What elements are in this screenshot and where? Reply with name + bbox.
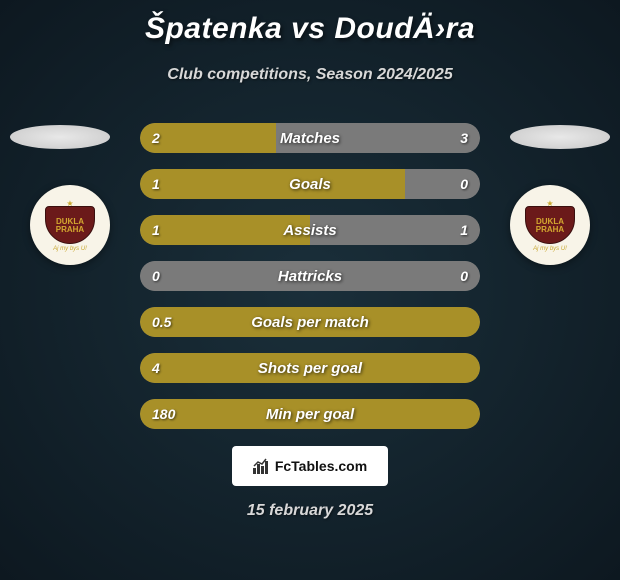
watermark-text: FcTables.com	[275, 458, 367, 474]
stat-row: 4 Shots per goal	[140, 353, 480, 383]
stat-row: 1 0 Goals	[140, 169, 480, 199]
stat-value-left: 2	[152, 130, 160, 146]
stat-value-left: 4	[152, 360, 160, 376]
stat-row: 0 0 Hattricks	[140, 261, 480, 291]
stat-label: Assists	[283, 222, 336, 239]
club-motto: Aj my bys U!	[533, 246, 567, 252]
stat-label: Hattricks	[278, 268, 342, 285]
stat-label: Matches	[280, 130, 340, 147]
stat-row: 2 3 Matches	[140, 123, 480, 153]
stat-value-left: 1	[152, 176, 160, 192]
stat-value-left: 1	[152, 222, 160, 238]
stat-value-right: 0	[460, 176, 468, 192]
stat-value-right: 3	[460, 130, 468, 146]
stat-bar-left	[140, 169, 405, 199]
stat-value-left: 0	[152, 268, 160, 284]
stat-value-right: 1	[460, 222, 468, 238]
comparison-date: 15 february 2025	[247, 502, 373, 520]
club-badge-right: ★ DUKLA PRAHA Aj my bys U!	[510, 185, 590, 265]
chart-icon	[253, 458, 271, 474]
stat-value-right: 0	[460, 268, 468, 284]
comparison-title: Špatenka vs DoudÄ›ra	[0, 0, 620, 46]
shield-icon: DUKLA PRAHA	[45, 206, 95, 244]
comparison-subtitle: Club competitions, Season 2024/2025	[0, 66, 620, 84]
club-motto: Aj my bys U!	[53, 246, 87, 252]
stat-bar-right	[405, 169, 480, 199]
stat-row: 180 Min per goal	[140, 399, 480, 429]
stat-row: 0.5 Goals per match	[140, 307, 480, 337]
stat-label: Shots per goal	[258, 360, 362, 377]
watermark: FcTables.com	[232, 446, 388, 486]
player-photo-placeholder-right	[510, 125, 610, 149]
shield-icon: DUKLA PRAHA	[525, 206, 575, 244]
stat-row: 1 1 Assists	[140, 215, 480, 245]
stat-value-left: 0.5	[152, 314, 171, 330]
club-name-bottom: PRAHA	[536, 226, 564, 234]
stat-label: Min per goal	[266, 406, 354, 423]
club-badge-left: ★ DUKLA PRAHA Aj my bys U!	[30, 185, 110, 265]
club-name-bottom: PRAHA	[56, 226, 84, 234]
stat-label: Goals per match	[251, 314, 369, 331]
stat-bar-left	[140, 123, 276, 153]
stats-container: 2 3 Matches 1 0 Goals 1 1 Assists 0 0 Hattricks 0.5 G…	[140, 123, 480, 445]
stat-label: Goals	[289, 176, 331, 193]
player-photo-placeholder-left	[10, 125, 110, 149]
stat-value-left: 180	[152, 406, 175, 422]
